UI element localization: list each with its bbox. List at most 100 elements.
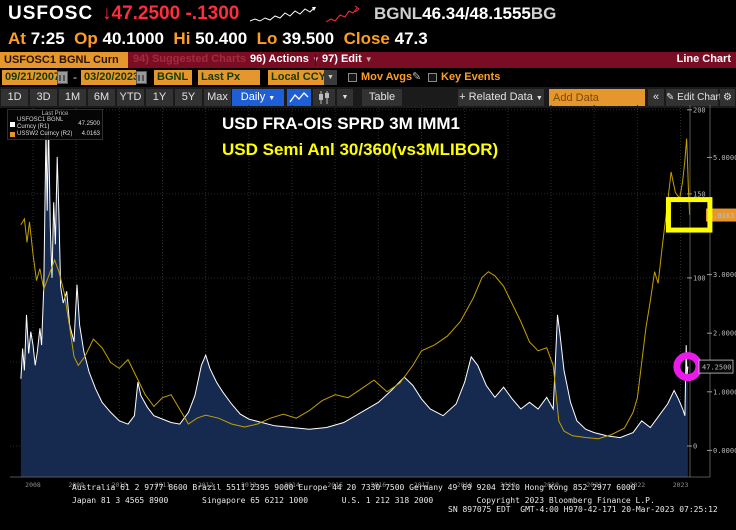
high-value: 50.400 xyxy=(195,29,248,48)
line-chart-icon xyxy=(289,92,309,103)
candle-chart-type-button[interactable] xyxy=(313,89,335,106)
bid-ask-block: BGNL46.34/48.1555BG xyxy=(374,4,556,24)
r2-current-value: 4.0163 xyxy=(709,212,734,220)
r2-axis-label: 2.0000 xyxy=(713,330,736,338)
gear-icon[interactable]: ⚙ xyxy=(720,89,735,106)
line-chart-type-button[interactable] xyxy=(287,89,311,106)
price-change: -.1300 xyxy=(185,3,240,24)
currency-select[interactable]: Local CCY xyxy=(268,70,326,85)
last-price-block: ↓47.2500 -.1300 xyxy=(102,3,239,25)
menu-bar: USFOSC1 BGNL Curn 94) Suggested Charts 9… xyxy=(0,52,736,68)
r1-axis-label: 0 xyxy=(693,443,697,451)
legend-item[interactable]: USSW2 Curncy (R2) 4.0163 xyxy=(10,131,100,138)
period-tab-1y[interactable]: 1Y xyxy=(146,89,173,106)
pencil-icon[interactable]: ✎ xyxy=(412,71,422,83)
x-axis-year-label: 2016 xyxy=(371,481,387,489)
chart-title-primary: USD FRA-OIS SPRD 3M IMM1 xyxy=(222,114,461,133)
chart-title-secondary: USD Semi Anl 30/360(vs3MLIBOR) xyxy=(222,140,499,159)
menu-actions[interactable]: 96) Actions ▼ xyxy=(250,53,320,65)
pricing-source-button[interactable]: BGNL xyxy=(154,70,192,85)
collapse-panel-button[interactable]: « xyxy=(648,89,664,106)
chevron-down-icon: ▼ xyxy=(364,55,373,64)
quote-source: BGNL xyxy=(374,4,423,23)
legend-swatch xyxy=(10,121,15,127)
table-button[interactable]: Table xyxy=(362,89,402,106)
low-value: 39.500 xyxy=(282,29,335,48)
calendar-icon[interactable] xyxy=(136,71,147,84)
footer-contact-line1: Australia 61 2 9777 8600 Brazil 5511 239… xyxy=(72,483,636,492)
r1-axis-label: 150 xyxy=(693,190,706,198)
period-tab-ytd[interactable]: YTD xyxy=(117,89,144,106)
period-tab-5y[interactable]: 5Y xyxy=(175,89,202,106)
highlight-circle-annotation xyxy=(673,352,703,382)
x-axis-year-label: 2021 xyxy=(586,481,602,489)
x-axis-year-label: 2018 xyxy=(457,481,473,489)
price-field-select[interactable]: Last Px xyxy=(198,70,260,85)
mov-avgs-label[interactable]: Mov Avgs xyxy=(361,71,413,83)
x-axis-year-label: 2009 xyxy=(68,481,84,489)
legend-item[interactable]: USFOSC1 BGNL Curncy (R1) 47.2500 xyxy=(10,117,100,131)
r2-axis-label: 5.0000 xyxy=(713,154,736,162)
x-axis-year-label: 2013 xyxy=(241,481,257,489)
related-data-button[interactable]: + Related Data ▼ xyxy=(458,89,544,106)
date-range-separator: - xyxy=(73,70,77,84)
period-tab-1d[interactable]: 1D xyxy=(1,89,28,106)
chart-type-dropdown-arrow[interactable]: ▼ xyxy=(337,89,353,106)
series-line-r1 xyxy=(20,123,689,439)
currency-dropdown-arrow[interactable]: ▼ xyxy=(324,70,337,85)
chart-legend[interactable]: Last Price USFOSC1 BGNL Curncy (R1) 47.25… xyxy=(7,109,103,140)
r2-axis-label: 1.0000 xyxy=(713,388,736,396)
period-tab-3d[interactable]: 3D xyxy=(30,89,57,106)
last-price-flag-value: 47.2500 xyxy=(702,364,732,372)
r1-axis-label: 100 xyxy=(693,274,706,282)
r1-axis-label: 200 xyxy=(693,106,706,114)
high-label: Hi xyxy=(173,29,191,48)
menu-divider xyxy=(315,54,316,66)
x-axis-year-label: 2020 xyxy=(543,481,559,489)
menu-edit[interactable]: 97) Edit ▼ xyxy=(322,53,373,65)
chart-plot[interactable]: 200 150 100 0 5.0000 3.0000 2.0000 1.0000 0.0000… xyxy=(0,104,736,494)
x-axis-year-label: 2011 xyxy=(155,481,171,489)
x-axis-year-label: 2010 xyxy=(112,481,128,489)
add-data-input[interactable] xyxy=(549,89,645,106)
intraday-sparkline xyxy=(249,6,316,22)
security-input[interactable]: USFOSC1 BGNL Curn xyxy=(0,52,128,68)
period-tab-1m[interactable]: 1M xyxy=(59,89,86,106)
chevron-down-icon: ▼ xyxy=(268,95,276,102)
period-tab-6m[interactable]: 6M xyxy=(88,89,115,106)
legend-swatch xyxy=(10,132,15,137)
key-events-label[interactable]: Key Events xyxy=(441,71,501,83)
date-to-field[interactable]: 03/20/2023 xyxy=(81,70,139,85)
open-value: 40.1000 xyxy=(102,29,164,48)
highlight-box-annotation xyxy=(665,197,713,233)
date-from-field[interactable]: 09/21/2007 xyxy=(2,70,60,85)
series-line-r2 xyxy=(20,138,691,440)
menu-suggested-charts[interactable]: 94) Suggested Charts xyxy=(133,53,247,65)
close-value: 47.3 xyxy=(394,29,428,48)
x-axis-year-label: 2022 xyxy=(630,481,646,489)
candlestick-icon xyxy=(319,91,329,104)
mov-avgs-checkbox[interactable] xyxy=(348,73,357,82)
control-row: 09/21/2007 - 03/20/2023 BGNL Last Px Loc… xyxy=(0,68,736,87)
frequency-select[interactable]: Daily ▼ xyxy=(232,89,284,106)
x-axis-year-label: 2019 xyxy=(500,481,516,489)
x-axis-year-label: 2023 xyxy=(673,481,689,489)
view-mode-label: Line Chart xyxy=(676,53,731,65)
edit-chart-button[interactable]: ✎ Edit Chart xyxy=(666,89,722,106)
ohlc-row: At 7:25 Op 40.1000 Hi 50.400 Lo 39.500 C… xyxy=(8,29,736,51)
open-label: Op xyxy=(74,29,98,48)
legend-title: Last Price xyxy=(41,111,69,117)
x-axis-year-label: 2012 xyxy=(198,481,214,489)
legend-label: USSW2 Curncy (R2) xyxy=(17,131,73,137)
legend-label: USFOSC1 BGNL Curncy (R1) xyxy=(17,117,64,130)
at-time: 7:25 xyxy=(30,29,65,48)
key-events-checkbox[interactable] xyxy=(428,73,437,82)
calendar-icon[interactable] xyxy=(57,71,68,84)
x-axis-year-label: 2017 xyxy=(414,481,430,489)
r2-current-badge xyxy=(706,208,736,222)
period-tab-max[interactable]: Max xyxy=(204,89,231,106)
x-axis-year-label: 2014 xyxy=(284,481,300,489)
low-label: Lo xyxy=(256,29,278,48)
trend-sparkline xyxy=(325,5,360,23)
